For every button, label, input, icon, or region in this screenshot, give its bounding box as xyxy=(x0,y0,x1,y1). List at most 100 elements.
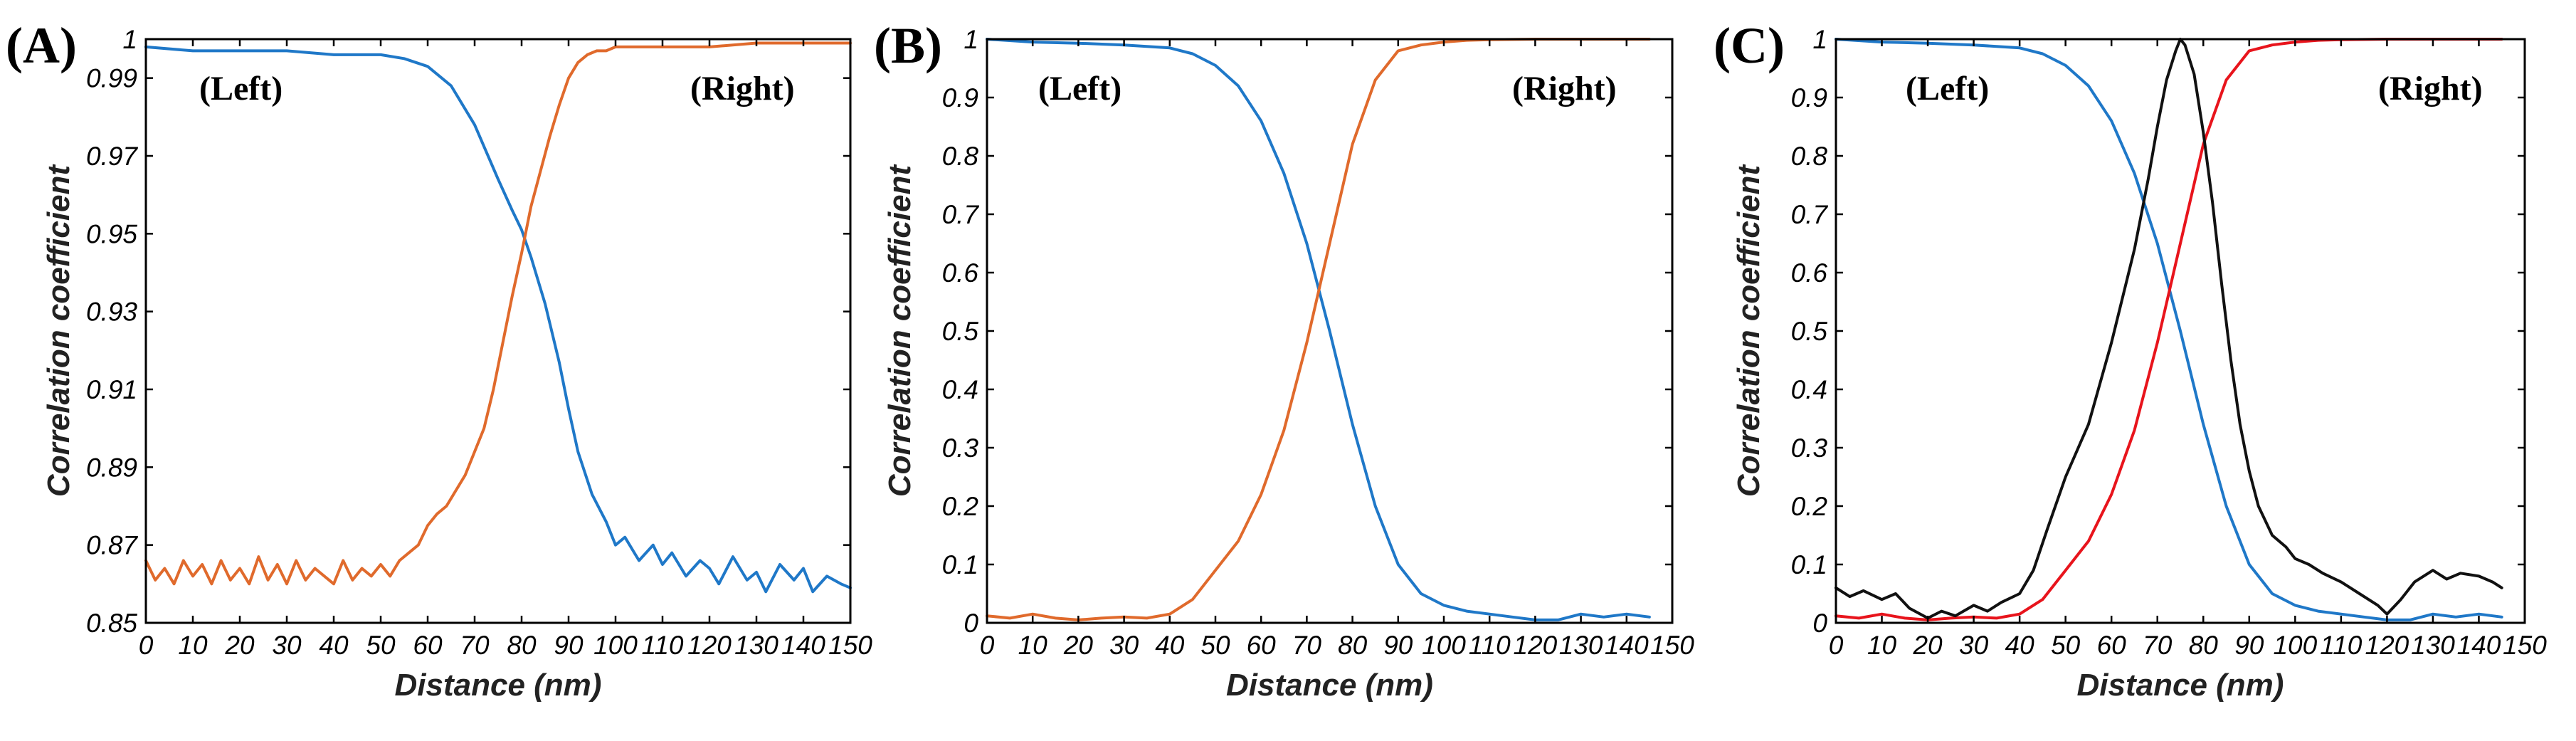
x-tick-label: 20 xyxy=(1912,631,1943,660)
left-curve xyxy=(986,38,1651,621)
x-tick-label: 0 xyxy=(980,631,995,660)
x-tick-label: 90 xyxy=(1383,631,1413,660)
x-axis-title: Distance (nm) xyxy=(1226,668,1433,703)
panel-a: (A) 0 10 20 30 40 50 60 70 80 90 100 110 120 130 140 150… xyxy=(6,17,872,703)
x-tick-label: 60 xyxy=(413,631,443,660)
y-tick-label: 0.3 xyxy=(1791,433,1828,463)
x-tick-label: 110 xyxy=(1469,631,1511,660)
x-tick-label: 70 xyxy=(1292,631,1322,660)
y-tick-label: 0.5 xyxy=(942,317,979,346)
x-tick-label: 20 xyxy=(224,631,255,660)
y-tick-label: 0 xyxy=(964,609,978,638)
x-tick-label: 100 xyxy=(2273,631,2317,660)
x-tick-label: 50 xyxy=(1200,631,1230,660)
x-tick-label: 120 xyxy=(1514,631,1558,660)
left-curve xyxy=(144,45,852,594)
right-curve xyxy=(144,41,852,586)
y-tick-label: 0.4 xyxy=(1791,375,1827,404)
x-tick-label: 10 xyxy=(178,631,208,660)
x-tick-label: 60 xyxy=(2097,631,2127,660)
y-tick-label: 0.1 xyxy=(1791,550,1827,579)
right-annotation: (Right) xyxy=(2378,70,2483,107)
panel-letter: (A) xyxy=(6,17,77,74)
y-tick-label: 0.87 xyxy=(86,531,138,560)
plot-frame xyxy=(144,38,852,624)
y-tick-label: 0.91 xyxy=(86,375,137,404)
y-tick-label: 0.4 xyxy=(942,375,978,404)
x-tick-label: 80 xyxy=(507,631,537,660)
x-tick-label: 60 xyxy=(1247,631,1277,660)
x-tick-label: 70 xyxy=(460,631,490,660)
y-tick-label: 0.7 xyxy=(942,200,980,229)
x-tick-label: 130 xyxy=(2411,631,2455,660)
y-tick-label: 0.2 xyxy=(1791,492,1828,521)
x-tick-label: 50 xyxy=(366,631,396,660)
right-annotation: (Right) xyxy=(1512,70,1617,107)
x-tick-label: 110 xyxy=(642,631,684,660)
x-tick-label: 30 xyxy=(272,631,302,660)
right-curve xyxy=(986,38,1651,621)
y-tick-label: 0.9 xyxy=(942,83,978,112)
y-tick-label: 0.1 xyxy=(942,550,978,579)
x-tick-label: 100 xyxy=(593,631,638,660)
y-tick-label: 0.2 xyxy=(942,492,979,521)
x-tick-label: 30 xyxy=(1959,631,1989,660)
panel-letter: (B) xyxy=(874,17,942,74)
right-annotation: (Right) xyxy=(690,70,795,107)
left-annotation: (Left) xyxy=(199,70,283,107)
x-tick-label: 10 xyxy=(1018,631,1048,660)
x-tick-label: 150 xyxy=(828,631,872,660)
y-tick-label: 0 xyxy=(1812,609,1827,638)
x-tick-label: 0 xyxy=(1829,631,1844,660)
x-tick-label: 150 xyxy=(2503,631,2547,660)
y-tick-label: 0.85 xyxy=(86,609,137,638)
x-tick-label: 120 xyxy=(687,631,732,660)
panel-b: (B)0 10 20 30 40 50 60 70 80 90 100 110 120 130 140 150… xyxy=(874,17,1694,703)
x-tick-label: 140 xyxy=(1605,631,1649,660)
y-tick-label: 0.5 xyxy=(1791,317,1828,346)
y-tick-label: 0.3 xyxy=(942,433,979,463)
y-tick-label: 0.9 xyxy=(1791,83,1827,112)
x-tick-label: 90 xyxy=(2234,631,2264,660)
x-tick-label: 20 xyxy=(1063,631,1094,660)
x-tick-label: 50 xyxy=(2051,631,2081,660)
y-tick-label: 1 xyxy=(964,25,978,54)
y-tick-label: 1 xyxy=(122,25,137,54)
x-tick-label: 40 xyxy=(319,631,349,660)
x-tick-label: 140 xyxy=(781,631,825,660)
x-tick-label: 90 xyxy=(554,631,584,660)
y-tick-label: 0.7 xyxy=(1791,200,1829,229)
x-tick-label: 140 xyxy=(2457,631,2501,660)
left-curve xyxy=(1835,38,2503,621)
x-tick-label: 120 xyxy=(2365,631,2409,660)
product-curve xyxy=(1835,38,2503,620)
y-tick-label: 0.6 xyxy=(942,258,979,288)
right-curve xyxy=(1835,38,2503,621)
y-tick-label: 0.99 xyxy=(86,64,137,93)
x-tick-label: 130 xyxy=(734,631,778,660)
left-annotation: (Left) xyxy=(1038,70,1121,107)
x-tick-label: 110 xyxy=(2320,631,2362,660)
panel-c: (C)0 10 20 30 40 50 60 70 80 90 100 110 120 130 140 150… xyxy=(1714,17,2547,703)
x-tick-label: 0 xyxy=(139,631,154,660)
y-axis-title: Correlation coefficient xyxy=(41,164,76,498)
panel-letter: (C) xyxy=(1714,17,1785,74)
y-axis-title: Correlation coefficient xyxy=(882,164,917,498)
x-tick-label: 130 xyxy=(1559,631,1603,660)
x-tick-label: 80 xyxy=(2189,631,2219,660)
left-annotation: (Left) xyxy=(1906,70,1989,107)
x-tick-label: 10 xyxy=(1867,631,1897,660)
x-tick-label: 70 xyxy=(2143,631,2173,660)
y-tick-label: 0.8 xyxy=(1791,142,1828,171)
x-tick-label: 100 xyxy=(1422,631,1466,660)
x-tick-label: 80 xyxy=(1338,631,1368,660)
x-tick-label: 30 xyxy=(1109,631,1139,660)
y-tick-label: 1 xyxy=(1812,25,1827,54)
x-axis-title: Distance (nm) xyxy=(395,668,602,703)
y-tick-label: 0.95 xyxy=(86,219,137,248)
y-axis-title: Correlation coefficient xyxy=(1731,164,1766,498)
y-tick-label: 0.97 xyxy=(86,142,138,171)
x-tick-label: 150 xyxy=(1650,631,1694,660)
y-tick-label: 0.6 xyxy=(1791,258,1828,288)
